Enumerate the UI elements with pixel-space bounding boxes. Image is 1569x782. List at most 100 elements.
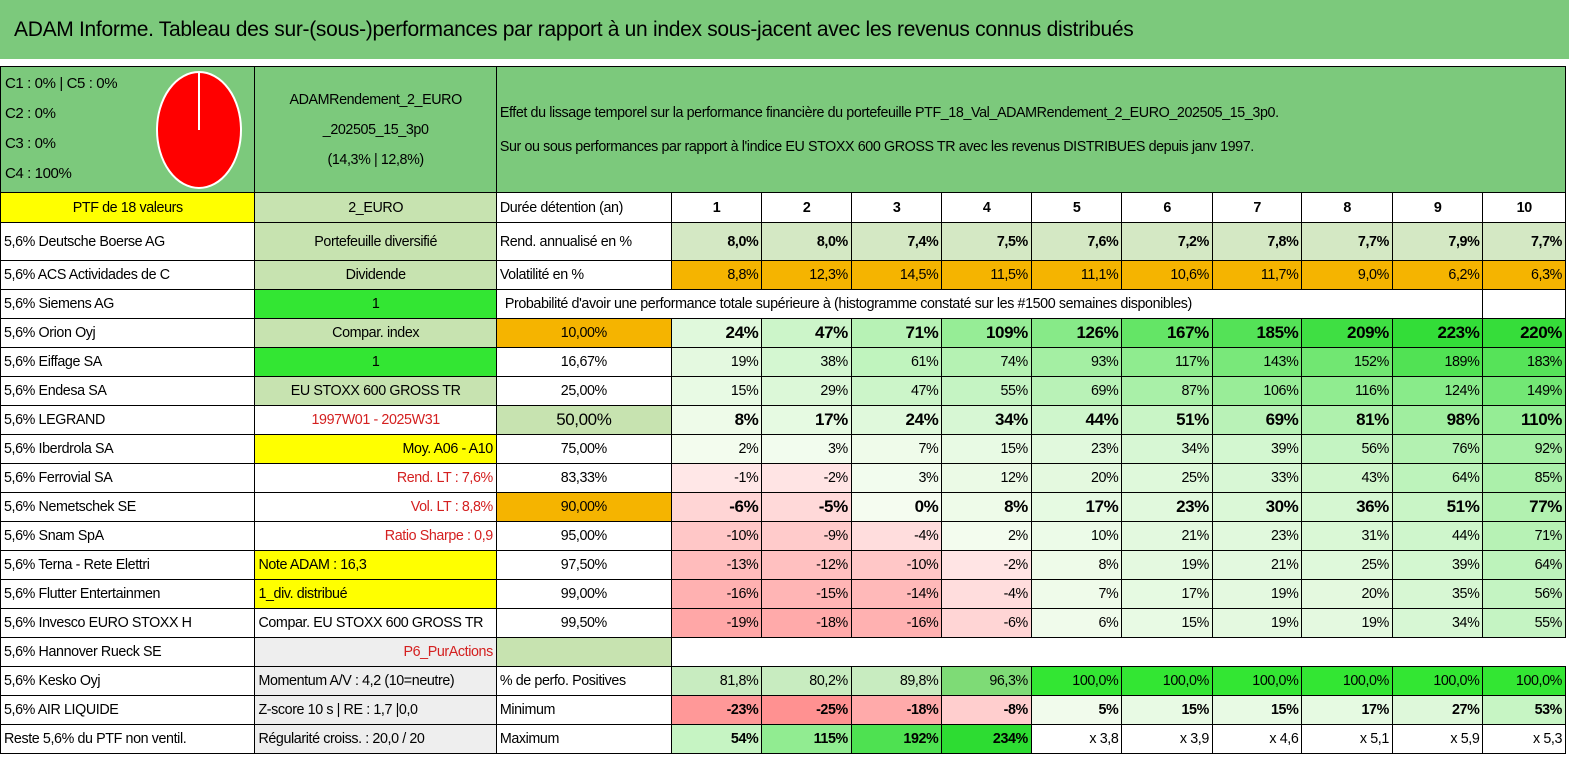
proba-value: 19% <box>1211 579 1303 609</box>
positives-value: 100,0% <box>1211 666 1303 696</box>
holding-name: 5,6% Hannover Rueck SE <box>0 637 256 667</box>
proba-value: -9% <box>761 521 852 551</box>
positives-value: 96,3% <box>941 666 1032 696</box>
maximum-value: x 3,9 <box>1121 724 1213 754</box>
param-cell: Régularité croiss. : 20,0 / 20 <box>254 724 497 754</box>
proba-value: 116% <box>1301 376 1393 406</box>
param-cell: Portefeuille diversifié <box>254 222 497 261</box>
minimum-value: 17% <box>1301 695 1393 725</box>
proba-value: 51% <box>1391 492 1484 522</box>
proba-value: -1% <box>670 463 763 493</box>
proba-value: 189% <box>1391 347 1484 377</box>
maximum-value: x 5,1 <box>1301 724 1393 754</box>
class-line: C3 : 0% <box>5 135 56 152</box>
proba-value: 69% <box>1211 405 1303 435</box>
positives-value: 100,0% <box>1301 666 1393 696</box>
proba-level: 16,67% <box>495 347 672 377</box>
holding-name: 5,6% Invesco EURO STOXX H <box>0 608 256 638</box>
proba-value: 19% <box>1301 608 1393 638</box>
proba-value: -10% <box>850 550 943 580</box>
proba-value: 64% <box>1482 550 1566 580</box>
proba-value: 44% <box>1030 405 1123 435</box>
report-table: C1 : 0% | C5 : 0% C2 : 0% C3 : 0% C4 : 1… <box>0 66 1567 754</box>
param-cell: Moy. A06 - A10 <box>254 434 497 464</box>
minimum-value: 5% <box>1030 695 1123 725</box>
proba-value: 51% <box>1121 405 1213 435</box>
proba-value: -15% <box>761 579 852 609</box>
proba-value: 71% <box>1482 521 1566 551</box>
proba-value: 17% <box>1030 492 1123 522</box>
rendement-value: 7,6% <box>1030 222 1123 261</box>
proba-value: 74% <box>941 347 1032 377</box>
proba-value: 92% <box>1482 434 1566 464</box>
year-header: 10 <box>1482 192 1566 223</box>
minimum-value: 27% <box>1391 695 1484 725</box>
proba-value: 19% <box>670 347 763 377</box>
maximum-value: 192% <box>850 724 943 754</box>
proba-value: 43% <box>1301 463 1393 493</box>
volatilite-value: 11,1% <box>1030 260 1123 290</box>
proba-value: 110% <box>1482 405 1566 435</box>
proba-value: -12% <box>761 550 852 580</box>
proba-value: -16% <box>670 579 763 609</box>
proba-value: 69% <box>1030 376 1123 406</box>
proba-value: 20% <box>1030 463 1123 493</box>
proba-title: Probabilité d'avoir une performance tota… <box>495 289 1483 319</box>
proba-level: 99,50% <box>495 608 672 638</box>
proba-value: 81% <box>1301 405 1393 435</box>
proba-value: 167% <box>1121 318 1213 348</box>
volatilite-value: 8,8% <box>670 260 763 290</box>
holding-name: 5,6% Iberdrola SA <box>0 434 256 464</box>
proba-value: 93% <box>1030 347 1123 377</box>
year-header: 8 <box>1301 192 1393 223</box>
fund-name-cell: ADAMRendement_2_EURO _202505_15_3p0 (14,… <box>254 66 497 193</box>
proba-level: 99,00% <box>495 579 672 609</box>
proba-value: 183% <box>1482 347 1566 377</box>
proba-value: 76% <box>1391 434 1484 464</box>
proba-value: 38% <box>761 347 852 377</box>
proba-value: 185% <box>1211 318 1303 348</box>
proba-value: 87% <box>1121 376 1213 406</box>
proba-value: -2% <box>761 463 852 493</box>
ptf-label: PTF de 18 valeurs <box>0 192 256 223</box>
empty-cell <box>495 637 672 667</box>
proba-value: 15% <box>941 434 1032 464</box>
proba-value: -10% <box>670 521 763 551</box>
proba-level: 75,00% <box>495 434 672 464</box>
proba-value: 15% <box>670 376 763 406</box>
holding-name: 5,6% Ferrovial SA <box>0 463 256 493</box>
maximum-value: 54% <box>670 724 763 754</box>
proba-value: 17% <box>761 405 852 435</box>
proba-value: 77% <box>1482 492 1566 522</box>
proba-value: 47% <box>850 376 943 406</box>
description-cell: Effet du lissage temporel sur la perform… <box>495 66 1567 193</box>
maximum-value: x 3,8 <box>1030 724 1123 754</box>
param-cell: Momentum A/V : 4,2 (10=neutre) <box>254 666 497 696</box>
proba-value: 124% <box>1391 376 1484 406</box>
holding-name: 5,6% Siemens AG <box>0 289 256 319</box>
proba-value: 143% <box>1211 347 1303 377</box>
minimum-label: Minimum <box>495 695 672 725</box>
param-cell: Ratio Sharpe : 0,9 <box>254 521 497 551</box>
holding-name: 5,6% Flutter Entertainmen <box>0 579 256 609</box>
proba-value: 152% <box>1301 347 1393 377</box>
holding-name: 5,6% LEGRAND <box>0 405 256 435</box>
proba-value: 36% <box>1301 492 1393 522</box>
class-line: C4 : 100% <box>5 165 72 182</box>
proba-value: 0% <box>850 492 943 522</box>
proba-value: 117% <box>1121 347 1213 377</box>
param-cell: Vol. LT : 8,8% <box>254 492 497 522</box>
year-header: 9 <box>1391 192 1484 223</box>
volatilite-value: 9,0% <box>1301 260 1393 290</box>
proba-value: -5% <box>761 492 852 522</box>
minimum-value: -25% <box>761 695 852 725</box>
proba-value: 29% <box>761 376 852 406</box>
proba-value: 7% <box>850 434 943 464</box>
holding-name: Reste 5,6% du PTF non ventil. <box>0 724 256 754</box>
currency-label: 2_EURO <box>254 192 497 223</box>
holding-name: 5,6% ACS Actividades de C <box>0 260 256 290</box>
proba-value: 21% <box>1121 521 1213 551</box>
class-breakdown: C1 : 0% | C5 : 0% C2 : 0% C3 : 0% C4 : 1… <box>0 66 256 193</box>
holding-name: 5,6% Endesa SA <box>0 376 256 406</box>
proba-value: 25% <box>1301 550 1393 580</box>
